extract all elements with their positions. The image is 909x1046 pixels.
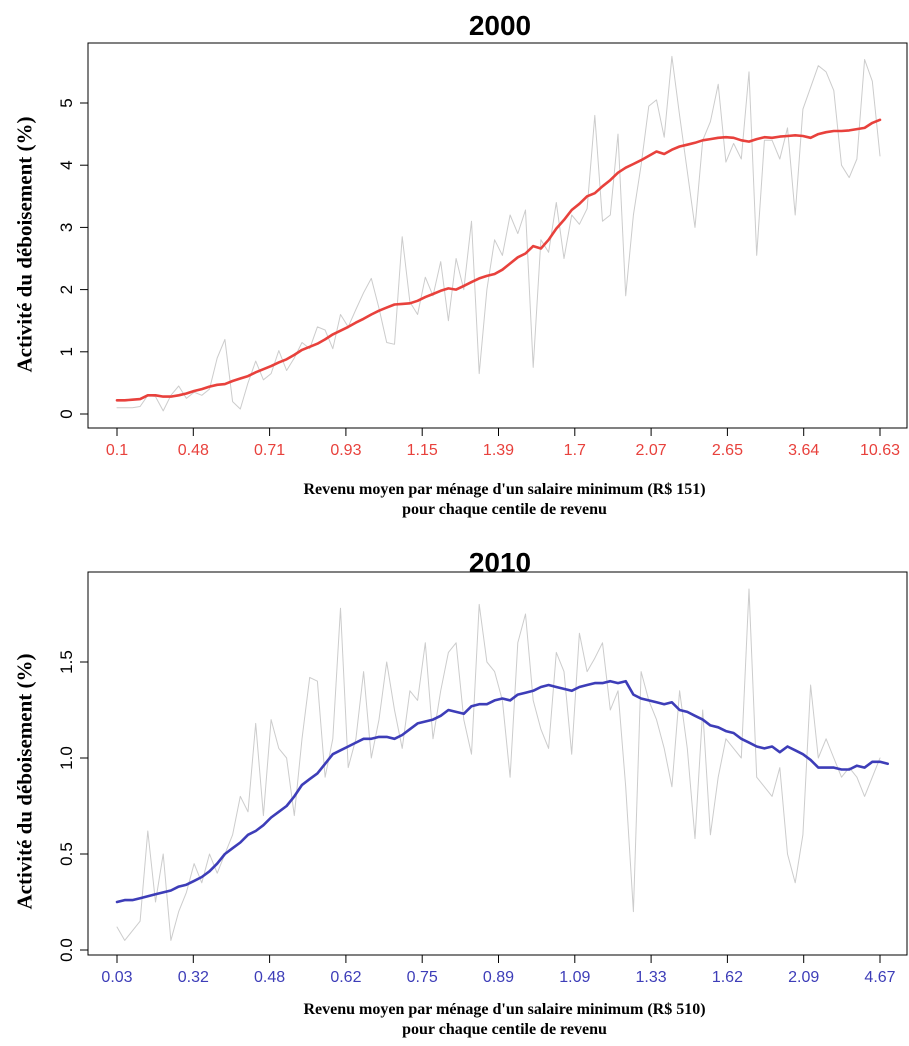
y-tick-label: 1 xyxy=(57,347,76,356)
plot-area: 0 1 2 3 4 5 0.1 0.48 0.71 0.93 1.15 1.39 1.7 2.07 2.65… xyxy=(57,42,908,459)
x-tick-label: 1.62 xyxy=(712,969,743,986)
chart-panel-2010: 2010 Activité du déboisement (%) 0.0 0.5 1… xyxy=(0,537,909,1046)
x-tick-label: 0.48 xyxy=(254,969,285,986)
plot-frame xyxy=(87,42,908,429)
x-tick-label: 2.65 xyxy=(712,442,743,459)
x-axis-label-line2: pour chaque centile de revenu xyxy=(402,1021,607,1038)
y-tick-label: 2 xyxy=(57,285,76,294)
x-tick-label: 0.89 xyxy=(483,969,514,986)
x-tick-label: 0.93 xyxy=(330,442,361,459)
chart-title: 2000 xyxy=(468,10,532,41)
x-tick-label: 3.64 xyxy=(788,442,819,459)
x-tick-label: 10.63 xyxy=(860,442,900,459)
x-tick-label: 0.03 xyxy=(101,969,132,986)
raw-series-line xyxy=(116,588,881,941)
plot-frame xyxy=(87,571,908,956)
y-tick-label: 0.0 xyxy=(57,938,76,962)
x-axis-label-line1: Revenu moyen par ménage d'un salaire min… xyxy=(303,481,706,498)
x-tick-label: 0.62 xyxy=(330,969,361,986)
x-tick-label: 2.09 xyxy=(788,969,819,986)
x-axis-label: Revenu moyen par ménage d'un salaire min… xyxy=(100,480,909,520)
x-axis-label-line1: Revenu moyen par ménage d'un salaire min… xyxy=(303,1001,706,1018)
plot-area: 0.0 0.5 1.0 1.5 0.03 0.32 0.48 0.62 0.75 0.89 1.09… xyxy=(57,571,908,986)
y-tick-label: 1.5 xyxy=(57,650,76,674)
y-tick-label: 3 xyxy=(57,223,76,232)
x-tick-label: 0.71 xyxy=(254,442,285,459)
chart-title: 2010 xyxy=(468,547,532,578)
x-tick-label: 2.07 xyxy=(636,442,667,459)
smoothed-series-line xyxy=(115,118,882,402)
x-axis-label-line2: pour chaque centile de revenu xyxy=(402,501,607,518)
x-tick-label: 4.67 xyxy=(864,969,895,986)
x-axis-label: Revenu moyen par ménage d'un salaire min… xyxy=(100,1000,909,1040)
y-tick-label: 1.0 xyxy=(57,746,76,770)
y-tick-label: 0 xyxy=(57,409,76,418)
x-tick-label: 0.75 xyxy=(407,969,438,986)
raw-series-line xyxy=(116,55,881,412)
x-tick-label: 0.1 xyxy=(106,442,128,459)
x-tick-label: 1.7 xyxy=(564,442,586,459)
y-tick-label: 0.5 xyxy=(57,842,76,866)
x-tick-label: 1.09 xyxy=(559,969,590,986)
x-tick-label: 1.15 xyxy=(407,442,438,459)
x-tick-label: 1.39 xyxy=(483,442,514,459)
x-tick-label: 0.48 xyxy=(178,442,209,459)
x-tick-label: 1.33 xyxy=(636,969,667,986)
y-tick-label: 5 xyxy=(57,98,76,107)
x-tick-label: 0.32 xyxy=(178,969,209,986)
y-tick-label: 4 xyxy=(57,160,76,169)
smoothed-series-line xyxy=(115,679,890,904)
